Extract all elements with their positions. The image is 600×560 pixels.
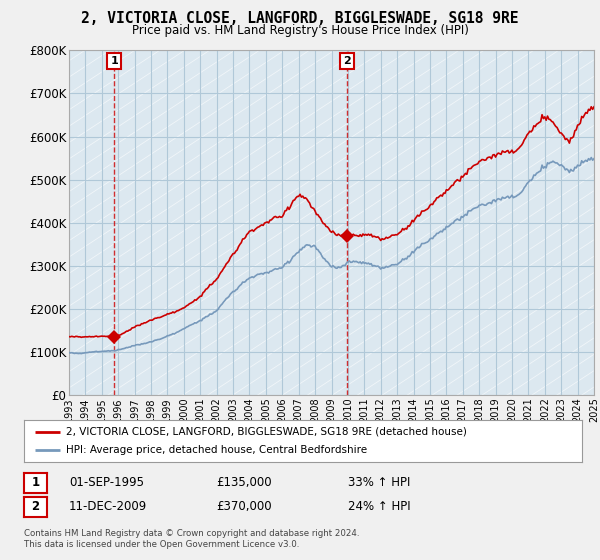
Text: Contains HM Land Registry data © Crown copyright and database right 2024.
This d: Contains HM Land Registry data © Crown c…	[24, 529, 359, 549]
Text: 1: 1	[31, 476, 40, 489]
Text: £135,000: £135,000	[216, 476, 272, 489]
Text: 2: 2	[31, 500, 40, 514]
Text: 1: 1	[110, 56, 118, 66]
Text: 2, VICTORIA CLOSE, LANGFORD, BIGGLESWADE, SG18 9RE: 2, VICTORIA CLOSE, LANGFORD, BIGGLESWADE…	[81, 11, 519, 26]
Text: 11-DEC-2009: 11-DEC-2009	[69, 500, 147, 514]
Text: £370,000: £370,000	[216, 500, 272, 514]
Text: 2, VICTORIA CLOSE, LANGFORD, BIGGLESWADE, SG18 9RE (detached house): 2, VICTORIA CLOSE, LANGFORD, BIGGLESWADE…	[66, 427, 467, 437]
Text: 01-SEP-1995: 01-SEP-1995	[69, 476, 144, 489]
Text: 33% ↑ HPI: 33% ↑ HPI	[348, 476, 410, 489]
Text: Price paid vs. HM Land Registry's House Price Index (HPI): Price paid vs. HM Land Registry's House …	[131, 24, 469, 36]
Text: 24% ↑ HPI: 24% ↑ HPI	[348, 500, 410, 514]
Text: HPI: Average price, detached house, Central Bedfordshire: HPI: Average price, detached house, Cent…	[66, 445, 367, 455]
Text: 2: 2	[343, 56, 351, 66]
